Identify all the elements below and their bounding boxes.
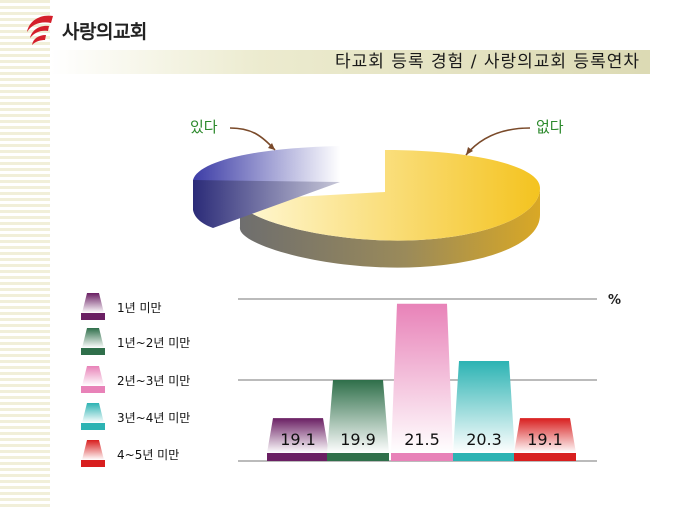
legend-label-5: 4~5년 미만 — [117, 448, 179, 462]
bar-3 — [391, 303, 453, 453]
bar-base-1 — [267, 453, 329, 461]
unit-label: % — [608, 293, 621, 308]
decorative-stripes — [0, 0, 50, 510]
legend-swatch-5 — [82, 440, 104, 460]
pie-slice-no — [239, 150, 541, 268]
bar-value-label-3: 21.5 — [404, 430, 440, 449]
title-bar — [50, 50, 650, 74]
legend-swatch-base-1 — [81, 313, 105, 320]
pie-label-yes: 있다 — [190, 118, 218, 136]
legend-label-1: 1년 미만 — [117, 301, 162, 315]
bar-value-label-1: 19.1 — [280, 430, 316, 449]
pie-arrow-no — [465, 127, 531, 156]
legend-swatch-4 — [82, 403, 104, 423]
bar-5 — [514, 418, 576, 453]
pie-arrowhead-yes — [268, 143, 275, 150]
bar-value-label-5: 19.1 — [527, 430, 563, 449]
bar-1 — [267, 418, 329, 453]
page-title: 타교회 등록 경험 / 사랑의교회 등록연차 — [335, 52, 640, 72]
legend-swatch-base-5 — [81, 460, 105, 467]
bar-4 — [453, 360, 515, 453]
logo-mark-icon — [27, 15, 53, 45]
logo-text: 사랑의교회 — [62, 20, 147, 43]
bar-value-label-2: 19.9 — [340, 430, 376, 449]
bar-series: 19.1 19.9 21.5 20.3 19.1 — [267, 303, 576, 461]
legend-label-3: 2년~3년 미만 — [117, 374, 190, 388]
bar-base-4 — [453, 453, 515, 461]
bar-base-5 — [514, 453, 576, 461]
legend-swatch-3 — [82, 366, 104, 386]
legend-label-4: 3년~4년 미만 — [117, 411, 190, 425]
bar-value-label-4: 20.3 — [466, 430, 502, 449]
bar-base-2 — [327, 453, 389, 461]
logo: 사랑의교회 — [22, 12, 147, 48]
bar-base-3 — [391, 453, 453, 461]
legend-swatch-1 — [82, 293, 104, 313]
pie-arrowhead-no — [466, 147, 473, 155]
legend-swatch-base-2 — [81, 348, 105, 355]
pie-arrow-yes — [229, 127, 276, 151]
legend-label-2: 1년~2년 미만 — [117, 336, 190, 350]
legend-swatch-2 — [82, 328, 104, 348]
pie-slice-yes — [193, 146, 340, 228]
pie-label-no: 없다 — [536, 118, 564, 136]
legend-swatch-base-4 — [81, 423, 105, 430]
legend: 1년 미만 1년~2년 미만 2년~3년 미만 3년~4년 미만 4~5년 미만 — [81, 293, 190, 467]
bar-2 — [327, 380, 389, 453]
legend-swatch-base-3 — [81, 386, 105, 393]
